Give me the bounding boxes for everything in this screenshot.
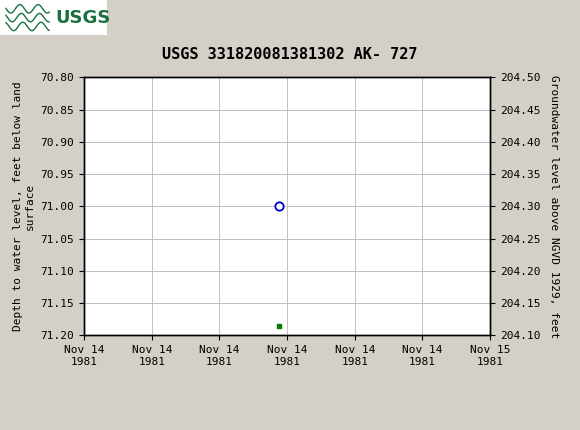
- FancyBboxPatch shape: [0, 0, 107, 35]
- Y-axis label: Depth to water level, feet below land
surface: Depth to water level, feet below land su…: [13, 82, 35, 331]
- Text: USGS 331820081381302 AK- 727: USGS 331820081381302 AK- 727: [162, 47, 418, 62]
- Text: USGS: USGS: [55, 9, 110, 27]
- Legend: Period of approved data: Period of approved data: [181, 426, 393, 430]
- Y-axis label: Groundwater level above NGVD 1929, feet: Groundwater level above NGVD 1929, feet: [549, 75, 559, 338]
